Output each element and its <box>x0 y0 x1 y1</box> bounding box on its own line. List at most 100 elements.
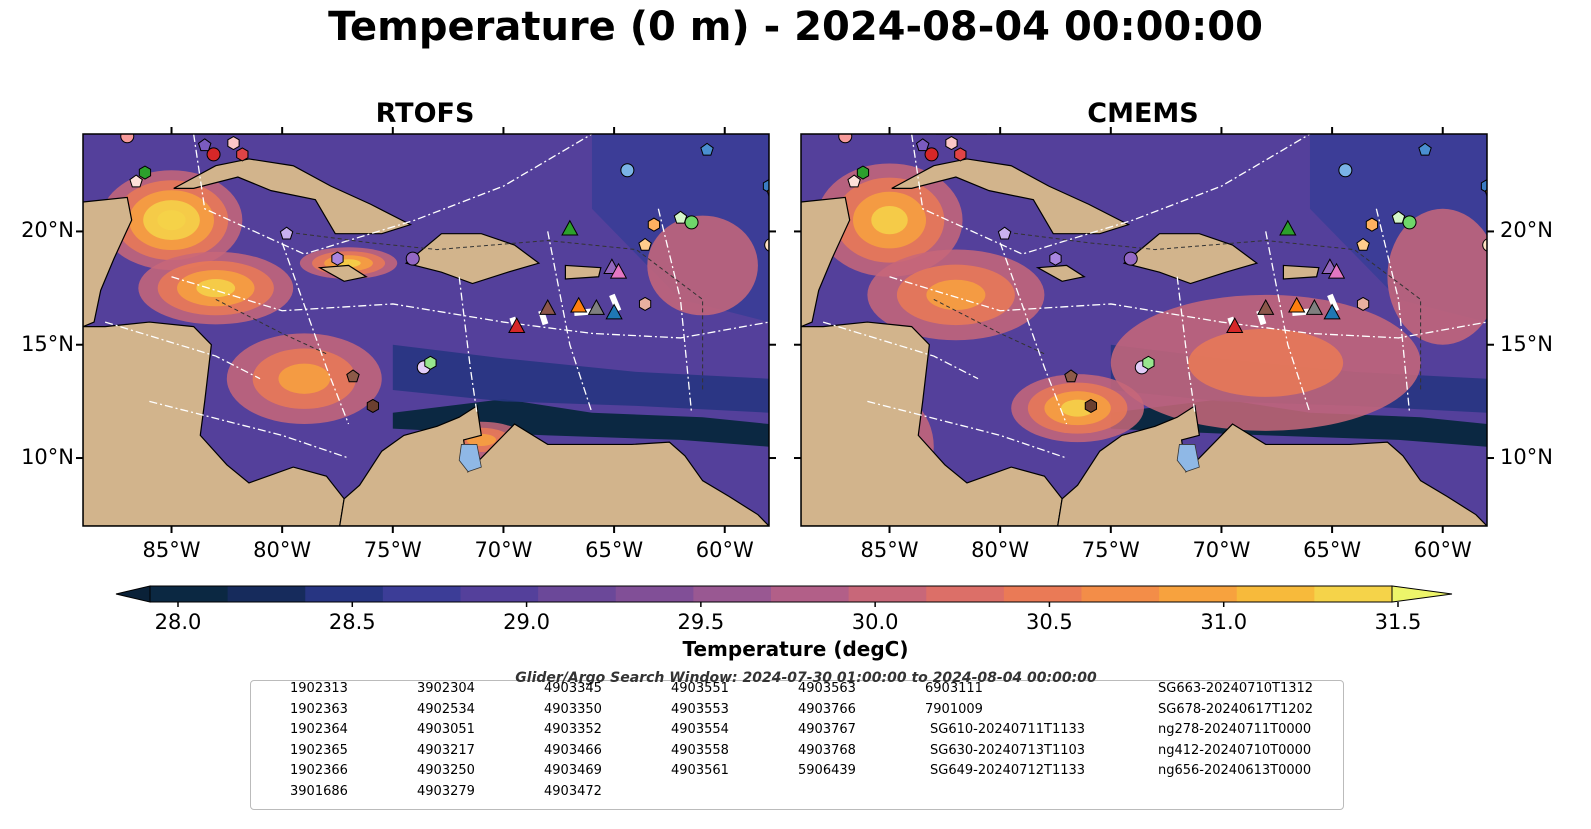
legend-item-label: ng656-20240613T0000 <box>1158 763 1312 778</box>
obs-4902534 <box>1365 217 1379 232</box>
warm-patch <box>1387 208 1487 345</box>
obs-ng412-20240710T0000 <box>1327 262 1346 279</box>
obs-ng656-20240613T0000 <box>1305 298 1324 315</box>
obs-4903217 <box>764 238 769 252</box>
colorbar-segment <box>1003 586 1082 602</box>
eez-boundary <box>104 321 261 380</box>
colorbar-tick-label: 31.0 <box>1200 610 1248 634</box>
obs-1902365 <box>1338 163 1353 178</box>
colorbar-segment <box>1159 586 1238 602</box>
obs-4903558 <box>1123 251 1138 266</box>
obs-4903350 <box>424 355 437 370</box>
lon-tick-label: 65°W <box>1303 538 1362 562</box>
obs-4903553 <box>227 135 240 151</box>
land-south-america <box>339 404 769 526</box>
legend-item-label: SG678-20240617T1202 <box>1158 701 1314 717</box>
lat-tick-label-right: 20°N <box>1500 218 1553 243</box>
obs-4903767 <box>366 398 380 413</box>
legend-item-label: 4903553 <box>671 701 729 717</box>
colorbar-segment <box>1081 586 1160 602</box>
legend-item-label: 3901686 <box>290 783 348 799</box>
warm-patch <box>647 215 758 316</box>
lat-tick-label-right: 10°N <box>1500 445 1553 470</box>
obs-4903551 <box>120 134 135 144</box>
obs-4903551 <box>838 134 853 144</box>
legend-item-label: 4903250 <box>417 763 475 778</box>
obs-4903558 <box>405 251 420 266</box>
legend-item-label: 5906439 <box>798 763 856 778</box>
colorbar-tick-label: 30.5 <box>1026 610 1073 634</box>
bathymetry-contour <box>933 298 1045 355</box>
lon-tick-label: 75°W <box>363 538 422 562</box>
colorbar-segment <box>305 586 384 602</box>
colorbar-tick-label: 28.5 <box>328 610 376 634</box>
colorbar <box>115 585 1453 607</box>
panel-frame <box>800 133 1488 527</box>
warm-patch <box>871 205 908 235</box>
warm-patch <box>196 279 236 298</box>
figure-title: Temperature (0 m) - 2024-08-04 00:00:00 <box>328 4 1263 50</box>
colorbar-segment <box>926 586 1005 602</box>
eez-boundary <box>822 321 979 380</box>
obs-4903553 <box>945 135 958 151</box>
legend-item-label: ng412-20240710T0000 <box>1158 742 1312 758</box>
obs-4903561 <box>1049 251 1062 266</box>
eez-boundary <box>867 400 1067 459</box>
colorbar-tick-label: 31.5 <box>1374 610 1422 634</box>
obs-4903345 <box>684 215 699 230</box>
panel-title-cmems: CMEMS <box>1087 98 1199 129</box>
warm-patch <box>1188 328 1344 397</box>
legend-item-label: 4903350 <box>544 701 602 717</box>
legend-item-label: 4903472 <box>544 783 602 799</box>
legend-item-label: ng278-20240711T0000 <box>1158 722 1312 737</box>
obs-7901009 <box>129 174 143 188</box>
land-jamaica <box>317 264 368 282</box>
legend-header: Glider/Argo Search Window: 2024-07-30 01… <box>515 670 1097 686</box>
colorbar-segment <box>771 586 850 602</box>
legend-item-label: SG649-20240712T1133 <box>930 763 1086 778</box>
lake-maracaibo <box>458 444 482 473</box>
lon-tick-label: 70°W <box>1192 538 1251 562</box>
eez-boundary <box>889 276 1487 339</box>
legend <box>250 680 1344 810</box>
obs-6903111 <box>638 296 652 312</box>
colorbar-tick-label: 28.0 <box>154 610 202 634</box>
obs-4903469 <box>236 147 249 162</box>
land-cuba <box>891 158 1131 235</box>
obs-1902364 <box>1418 142 1432 156</box>
lon-tick-label: 85°W <box>142 538 201 562</box>
bathymetry-contour <box>215 298 327 355</box>
land-jamaica <box>1035 264 1086 282</box>
legend-item-label: 4903217 <box>417 742 475 758</box>
obs-4903563 <box>997 226 1012 240</box>
obs-4903051 <box>638 237 652 251</box>
obs-4903554 <box>197 138 212 152</box>
lat-tick-label-left: 20°N <box>21 218 74 243</box>
colorbar-segment <box>150 586 229 602</box>
warm-patch <box>157 210 186 231</box>
lon-tick-label: 60°W <box>695 538 754 562</box>
map-panel-cmems <box>794 127 1494 533</box>
obs-1902365 <box>620 163 635 178</box>
legend-item-label: 4903768 <box>798 742 856 758</box>
obs-4903051 <box>1356 237 1370 251</box>
obs-4903768 <box>1064 369 1078 383</box>
lat-tick-label-left: 10°N <box>21 445 74 470</box>
eez-boundary <box>911 134 1311 255</box>
legend-item-label: 4903469 <box>544 763 602 778</box>
eez-boundary <box>547 231 593 413</box>
warm-patch <box>278 363 331 394</box>
legend-item-label: SG663-20240710T1312 <box>1158 681 1314 696</box>
lon-tick-label: 75°W <box>1081 538 1140 562</box>
eez-boundary <box>999 242 1068 425</box>
obs-1902364 <box>700 142 714 156</box>
land-hispaniola <box>404 233 541 285</box>
legend-item-label: 1902366 <box>290 763 348 778</box>
colorbar-tick-label: 29.0 <box>503 610 550 634</box>
obs-4903250 <box>138 165 152 180</box>
glider-track <box>1327 293 1340 312</box>
colorbar-tick-label: 30.0 <box>851 610 899 634</box>
obs-6903111 <box>1356 296 1370 312</box>
legend-item-label: 4902534 <box>417 701 475 717</box>
obs-ng278-20240711T0000 <box>539 298 557 315</box>
